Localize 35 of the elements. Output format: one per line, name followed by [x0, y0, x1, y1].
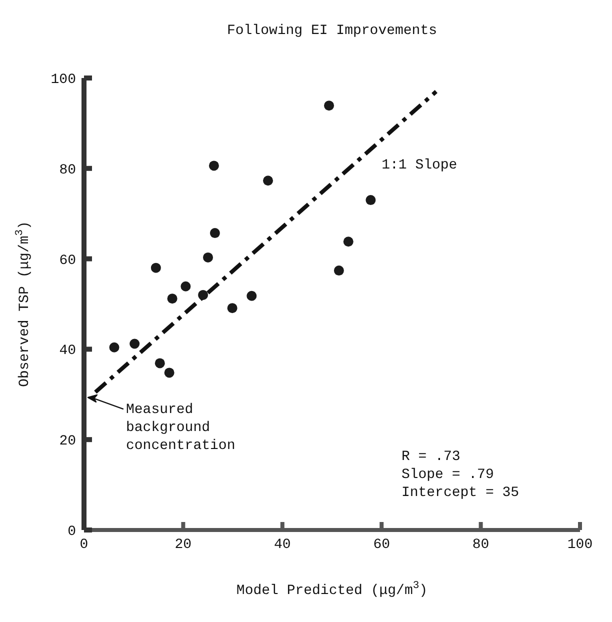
x-tick-label: 60 — [373, 536, 390, 553]
y-tick-label: 40 — [59, 343, 76, 360]
annotation: 1:1 Slope — [382, 157, 458, 174]
x-axis-title: Model Predicted (μg/m$^{3}$) — [236, 580, 428, 599]
point — [343, 236, 354, 247]
point — [198, 290, 208, 300]
y-tick-label: 20 — [59, 434, 76, 450]
point — [203, 252, 213, 262]
y-tick-label: 0 — [68, 524, 76, 540]
point — [210, 228, 220, 238]
point — [130, 338, 140, 349]
x-tick-label: 80 — [472, 536, 490, 553]
x-tick-label: 40 — [274, 536, 291, 553]
point — [227, 303, 238, 314]
point — [208, 160, 219, 171]
point — [366, 195, 376, 206]
point — [150, 262, 161, 273]
point — [164, 368, 174, 378]
x-tick-label: 0 — [80, 536, 88, 553]
annotation: R = .73 Slope = .79 Intercept = 35 — [401, 448, 520, 501]
y-tick-label: 100 — [50, 72, 76, 88]
point — [167, 294, 178, 304]
point — [154, 358, 165, 368]
point — [263, 176, 274, 186]
point — [324, 100, 334, 111]
y-tick-label: 60 — [59, 252, 76, 269]
point — [334, 266, 344, 276]
point — [109, 342, 120, 352]
point — [246, 290, 257, 301]
annotation: Measured background concentration — [126, 402, 236, 454]
point — [180, 281, 191, 292]
y-tick-label: 80 — [59, 162, 76, 178]
x-tick-label: 20 — [174, 536, 192, 553]
chart-title: Following EI Improvements — [226, 23, 438, 39]
x-tick-label: 100 — [567, 536, 593, 553]
